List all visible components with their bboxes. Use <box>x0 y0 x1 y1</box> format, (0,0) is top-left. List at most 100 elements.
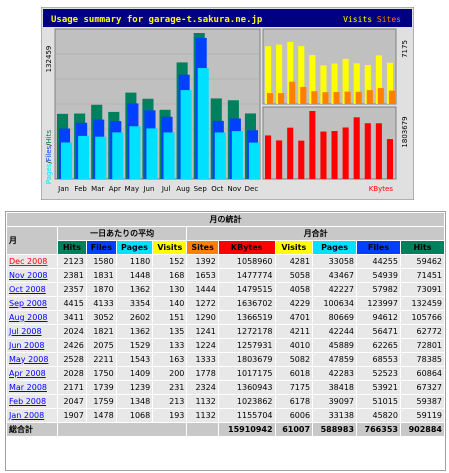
totals-visits: 61007 <box>275 423 313 436</box>
cell-d-visits: 168 <box>153 269 187 282</box>
cell-d-hits: 3411 <box>57 311 86 324</box>
bar-kbytes <box>309 111 316 179</box>
month-link[interactable]: Jan 2008 <box>9 410 45 420</box>
chart-title-band <box>43 9 412 27</box>
month-cell: Aug 2008 <box>7 311 57 324</box>
cell-sites: 1778 <box>187 367 218 380</box>
table-row: Jul 2008 2024 1821 1362 135 1241 1272178 4211 42… <box>7 325 444 338</box>
cell-visits: 4701 <box>275 311 313 324</box>
cell-d-visits: 213 <box>153 395 187 408</box>
bar-sites <box>377 88 384 104</box>
left-axis-series-label: Files <box>45 145 53 161</box>
col-pages: Pages <box>313 241 357 254</box>
cell-kbytes: 1023862 <box>218 395 275 408</box>
cell-d-hits: 2028 <box>57 367 86 380</box>
table-row: Jun 2008 2426 2075 1529 133 1224 1257931 4010 45… <box>7 339 444 352</box>
bar-visits <box>265 46 272 104</box>
cell-pages: 38418 <box>313 381 357 394</box>
cell-hits: 59462 <box>400 255 444 268</box>
cell-d-hits: 2024 <box>57 325 86 338</box>
cell-pages: 33058 <box>313 255 357 268</box>
summary-body: Dec 2008 2123 1580 1180 152 1392 1058960 4281 33… <box>7 255 444 422</box>
bar-pages <box>180 90 192 179</box>
month-label: Aug <box>176 185 190 193</box>
cell-d-pages: 1068 <box>116 409 153 422</box>
bar-pages <box>78 135 90 179</box>
left-axis-separator: / <box>45 143 53 146</box>
month-link[interactable]: Oct 2008 <box>9 284 46 294</box>
month-link[interactable]: Aug 2008 <box>9 312 48 322</box>
bar-pages <box>197 68 209 179</box>
month-link[interactable]: Jul 2008 <box>9 326 42 336</box>
cell-pages: 100634 <box>313 297 357 310</box>
month-link[interactable]: Apr 2008 <box>9 368 46 378</box>
cell-hits: 105766 <box>400 311 444 324</box>
bar-kbytes <box>298 140 305 179</box>
col-daily-pages: Pages <box>116 241 153 254</box>
cell-hits: 59387 <box>400 395 444 408</box>
bar-kbytes <box>276 140 283 179</box>
cell-d-files: 1831 <box>86 269 116 282</box>
col-sites: Sites <box>187 241 218 254</box>
month-label: Dec <box>245 185 259 193</box>
cell-d-hits: 1907 <box>57 409 86 422</box>
cell-kbytes: 1636702 <box>218 297 275 310</box>
left-axis-series-label: Pages <box>45 163 53 184</box>
cell-sites: 1132 <box>187 409 218 422</box>
cell-sites: 1653 <box>187 269 218 282</box>
month-cell: Feb 2008 <box>7 395 57 408</box>
cell-files: 44255 <box>357 255 400 268</box>
totals-blank <box>57 423 187 436</box>
bar-visits <box>309 55 316 104</box>
left-axis-separator: / <box>45 161 53 164</box>
month-link[interactable]: May 2008 <box>9 354 49 364</box>
totals-row: 総合計 15910942 61007 588983 766353 902884 <box>7 423 444 436</box>
cell-d-pages: 1543 <box>116 353 153 366</box>
month-link[interactable]: Nov 2008 <box>9 270 48 280</box>
visits-plot <box>262 28 397 105</box>
cell-d-pages: 1348 <box>116 395 153 408</box>
col-daily-files: Files <box>86 241 116 254</box>
month-link[interactable]: Sep 2008 <box>9 298 47 308</box>
month-cell: Mar 2008 <box>7 381 57 394</box>
cell-visits: 4010 <box>275 339 313 352</box>
month-link[interactable]: Mar 2008 <box>9 382 47 392</box>
month-cell: Jul 2008 <box>7 325 57 338</box>
month-link[interactable]: Feb 2008 <box>9 396 47 406</box>
totals-sites-blank <box>187 423 218 436</box>
month-label: Jun <box>142 185 154 193</box>
cell-kbytes: 1360943 <box>218 381 275 394</box>
bar-sites <box>355 91 362 104</box>
bar-pages <box>248 142 260 179</box>
col-kbytes: KBytes <box>218 241 275 254</box>
cell-d-hits: 2171 <box>57 381 86 394</box>
bar-kbytes <box>265 135 272 179</box>
cell-d-visits: 163 <box>153 353 187 366</box>
bar-sites <box>311 91 318 104</box>
bar-sites <box>388 90 395 104</box>
cell-d-files: 2075 <box>86 339 116 352</box>
bar-visits <box>287 41 294 104</box>
visits-axis-max: 7175 <box>401 40 409 58</box>
cell-sites: 2324 <box>187 381 218 394</box>
cell-d-pages: 1409 <box>116 367 153 380</box>
month-link[interactable]: Jun 2008 <box>9 340 45 350</box>
bar-pages <box>163 132 175 179</box>
cell-d-files: 1870 <box>86 283 116 296</box>
kbytes-axis-max: 1803679 <box>401 116 409 147</box>
cell-sites: 1224 <box>187 339 218 352</box>
month-link[interactable]: Dec 2008 <box>9 256 48 266</box>
bar-kbytes <box>342 127 349 179</box>
cell-hits: 72801 <box>400 339 444 352</box>
cell-d-visits: 151 <box>153 311 187 324</box>
bar-pages <box>95 136 107 179</box>
legend-separator: / <box>372 15 377 24</box>
cell-d-files: 1478 <box>86 409 116 422</box>
cell-hits: 78385 <box>400 353 444 366</box>
cell-d-hits: 2528 <box>57 353 86 366</box>
cell-d-pages: 1529 <box>116 339 153 352</box>
bar-sites <box>300 86 307 104</box>
table-row: Nov 2008 2381 1831 1448 168 1653 1477774 5058 43… <box>7 269 444 282</box>
table-row: Oct 2008 2357 1870 1362 130 1444 1479515 4058 42… <box>7 283 444 296</box>
bar-sites <box>366 90 373 104</box>
